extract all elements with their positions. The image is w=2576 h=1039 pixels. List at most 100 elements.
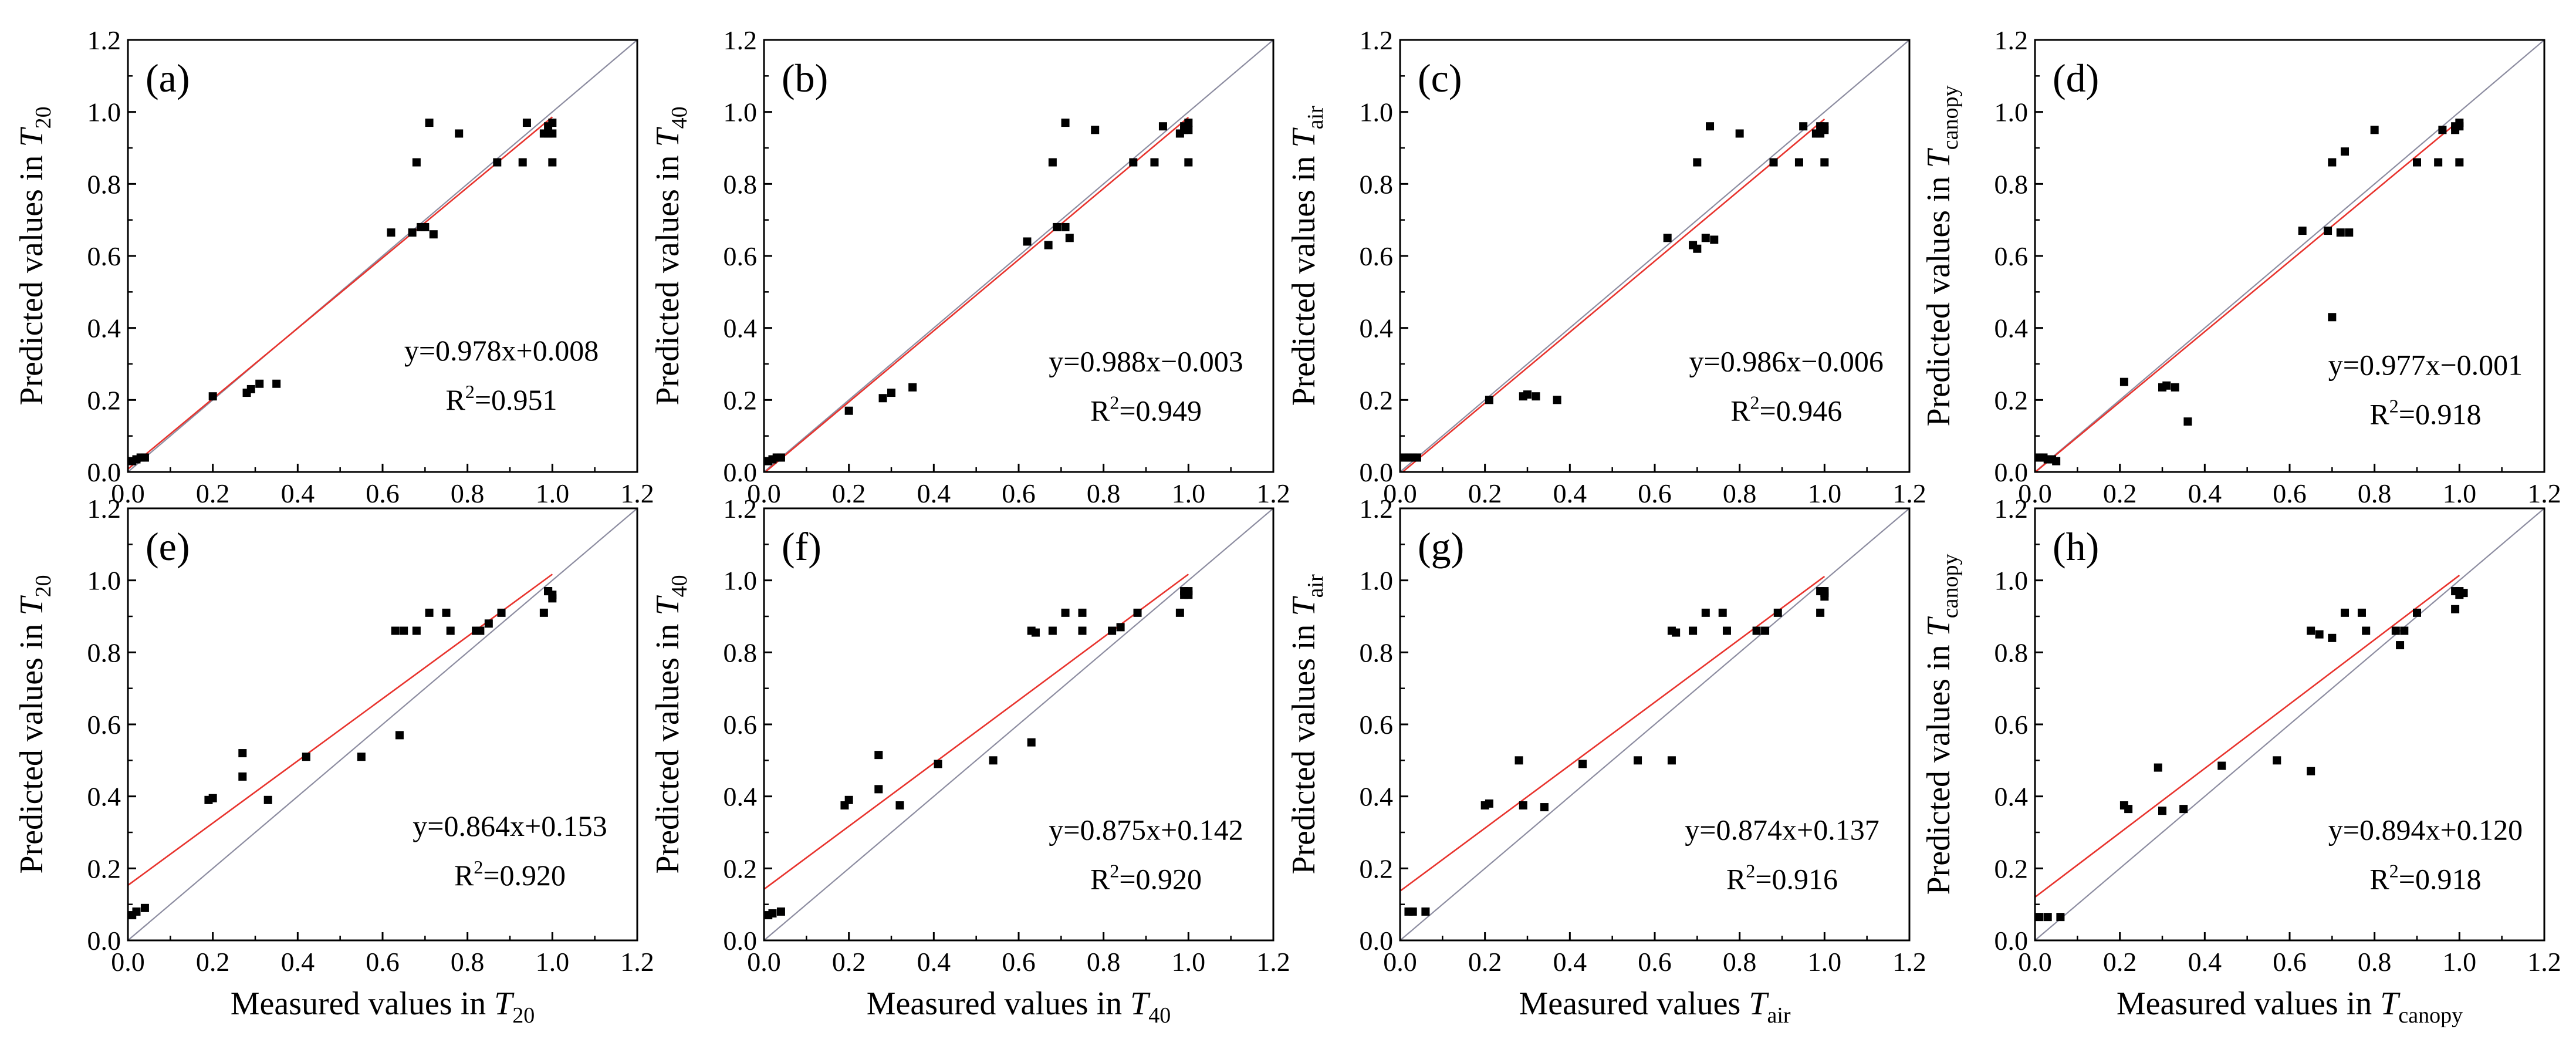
- data-point: [874, 785, 883, 794]
- data-point: [908, 383, 917, 392]
- y-tick-label: 0.2: [87, 385, 121, 415]
- y-axis-label: Predicted values in T20: [13, 106, 56, 405]
- regression-equation: y=0.894x+0.120: [2328, 813, 2523, 846]
- panel-label: (g): [1418, 524, 1464, 569]
- y-axis-label-sub: 40: [667, 575, 692, 597]
- data-point: [1061, 608, 1070, 617]
- y-axis-label-sub: 40: [667, 106, 692, 129]
- data-point: [1799, 122, 1808, 131]
- data-point: [878, 394, 887, 403]
- y-tick-label: 0.0: [724, 457, 758, 487]
- data-point: [1718, 608, 1727, 617]
- data-point: [1816, 608, 1825, 617]
- regression-equation: y=0.864x+0.153: [413, 809, 607, 842]
- x-tick-label: 0.2: [2103, 478, 2137, 508]
- x-tick-label: 0.2: [196, 478, 230, 508]
- r-squared-value: =0.949: [1119, 394, 1202, 427]
- data-point: [1421, 907, 1430, 916]
- y-tick-label: 0.4: [1360, 782, 1394, 812]
- data-point: [522, 119, 531, 127]
- data-point: [1523, 390, 1532, 399]
- y-axis-label-text: Predicted values in: [650, 147, 686, 406]
- data-point: [518, 158, 527, 167]
- data-point: [1129, 158, 1138, 167]
- x-tick-label: 0.0: [1383, 947, 1417, 977]
- y-axis-label-sub: air: [1303, 106, 1328, 129]
- data-point: [776, 453, 785, 462]
- data-point: [2438, 126, 2447, 134]
- data-point: [548, 158, 557, 167]
- x-tick-label: 0.2: [832, 947, 866, 977]
- x-axis-label-text: Measured values in: [2117, 986, 2380, 1022]
- data-point: [2362, 626, 2371, 635]
- data-point: [1794, 158, 1803, 167]
- data-point: [1044, 241, 1053, 249]
- x-axis-label-var: T: [1130, 986, 1151, 1022]
- data-point: [2307, 626, 2315, 635]
- x-axis-label: Measured values in Tcanopy: [2117, 986, 2463, 1028]
- data-point: [2451, 122, 2460, 131]
- x-tick-label: 1.2: [620, 947, 654, 977]
- data-point: [2217, 761, 2226, 770]
- r-squared: R2=0.920: [1090, 860, 1202, 895]
- scatter-panel-f: 0.0 0.2 0.4 0.6 0.8 1.0 1.2 0.0 0.2 0.4 0.6 0.8 1.0 1…: [650, 494, 1290, 1028]
- data-point: [238, 749, 247, 758]
- y-tick-label: 0.4: [1360, 313, 1394, 343]
- r-squared: R2=0.920: [454, 856, 566, 892]
- y-tick-label: 0.8: [87, 637, 121, 667]
- y-axis-label-sub: air: [1303, 574, 1328, 598]
- y-tick-label: 0.4: [87, 782, 121, 812]
- r-squared-superscript: 2: [2389, 860, 2399, 881]
- x-axis-label-text: Measured values in: [231, 986, 494, 1022]
- data-point: [2124, 805, 2133, 814]
- data-point: [425, 119, 434, 127]
- y-axis-label-sub: 20: [31, 106, 56, 129]
- y-tick-label: 0.6: [87, 710, 121, 740]
- data-point: [246, 384, 255, 393]
- x-tick-label: 0.8: [2358, 947, 2392, 977]
- data-point: [539, 608, 548, 617]
- x-tick-label: 1.0: [536, 478, 570, 508]
- data-point: [1769, 158, 1778, 167]
- x-tick-label: 0.2: [196, 947, 230, 977]
- data-point: [2455, 158, 2464, 167]
- data-point: [1752, 626, 1761, 635]
- data-point: [2158, 807, 2166, 815]
- data-point: [874, 751, 883, 760]
- data-point: [1816, 129, 1825, 138]
- y-tick-label: 0.0: [1994, 926, 2029, 956]
- panel-label: (e): [146, 524, 190, 569]
- x-tick-label: 1.2: [1892, 947, 1926, 977]
- panel-label: (d): [2053, 56, 2099, 100]
- data-point: [2324, 227, 2332, 235]
- y-axis-label-sub: 20: [31, 575, 56, 597]
- r-squared: R2=0.918: [2369, 395, 2481, 430]
- x-tick-label: 0.2: [832, 478, 866, 508]
- data-point: [497, 608, 506, 617]
- x-tick-label: 1.2: [1256, 947, 1290, 977]
- r-squared-superscript: 2: [1746, 860, 1755, 881]
- y-tick-label: 1.2: [1994, 494, 2029, 524]
- data-point: [1412, 453, 1421, 462]
- data-point: [412, 626, 421, 635]
- data-point: [442, 608, 451, 617]
- y-tick-label: 0.0: [87, 926, 121, 956]
- y-axis-label-var: T: [1286, 596, 1322, 616]
- data-point: [2154, 763, 2162, 772]
- x-tick-label: 0.4: [2188, 947, 2222, 977]
- panel-label: (f): [782, 524, 822, 569]
- y-tick-label: 0.8: [1994, 637, 2029, 667]
- data-point: [2043, 913, 2052, 922]
- data-point: [493, 158, 502, 167]
- x-tick-label: 0.4: [281, 947, 315, 977]
- y-axis-label-var: T: [650, 127, 686, 147]
- data-point: [1158, 122, 1167, 131]
- y-tick-label: 1.0: [87, 97, 121, 127]
- y-axis-label: Predicted values in Tcanopy: [1921, 86, 1963, 427]
- r-squared-superscript: 2: [474, 856, 483, 878]
- x-tick-label: 0.6: [1638, 478, 1672, 508]
- x-tick-label: 0.8: [1723, 478, 1757, 508]
- x-axis-label-text: Measured values: [1519, 986, 1749, 1022]
- data-point: [2413, 158, 2421, 167]
- x-axis-label-var: T: [2380, 986, 2401, 1022]
